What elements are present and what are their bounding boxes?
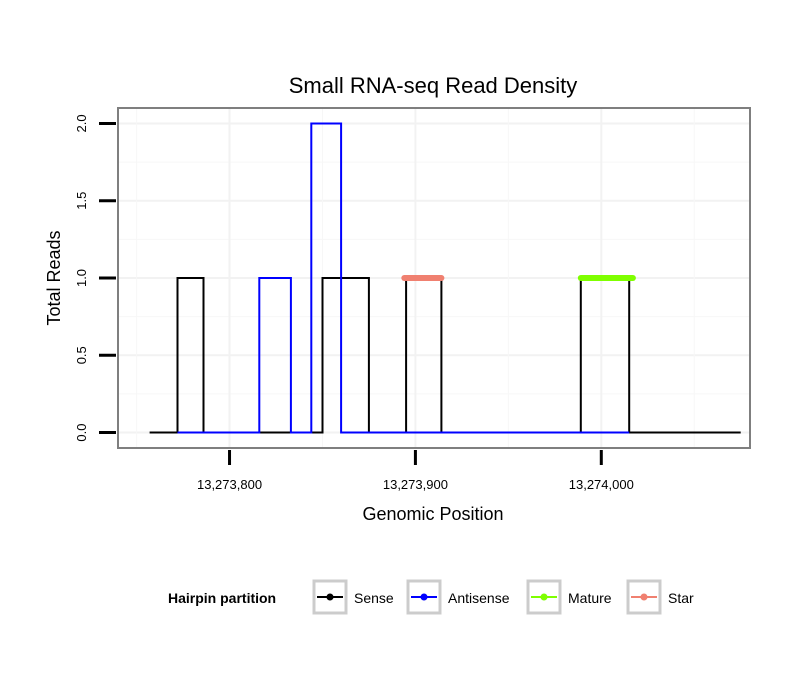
y-tick-label: 0.5 bbox=[74, 346, 89, 364]
plot-panel-border bbox=[117, 107, 751, 449]
legend-dot-sense bbox=[326, 593, 334, 601]
y-tick-label: 0.0 bbox=[74, 424, 89, 442]
legend-label-antisense: Antisense bbox=[448, 590, 510, 606]
y-tick-label: 2.0 bbox=[74, 114, 89, 132]
legend-label-mature: Mature bbox=[568, 590, 612, 606]
x-tick-label: 13,274,000 bbox=[569, 477, 634, 492]
y-tick-label: 1.5 bbox=[74, 192, 89, 210]
legend-dot-mature bbox=[540, 593, 548, 601]
legend-key-mature bbox=[526, 579, 562, 615]
legend: Hairpin partition Sense Antisense Mature St… bbox=[168, 579, 694, 615]
series-line-antisense bbox=[177, 122, 630, 434]
legend-title: Hairpin partition bbox=[168, 590, 276, 606]
y-tick-label: 1.0 bbox=[74, 269, 89, 287]
legend-label-sense: Sense bbox=[354, 590, 394, 606]
x-tick-label: 13,273,800 bbox=[197, 477, 262, 492]
y-axis: 0.0 0.5 1.0 1.5 2.0 bbox=[74, 114, 116, 442]
x-axis: 13,273,800 13,273,900 13,274,000 bbox=[197, 450, 634, 492]
series-group bbox=[149, 122, 741, 434]
x-tick-label: 13,273,900 bbox=[383, 477, 448, 492]
y-axis-title: Total Reads bbox=[44, 230, 64, 325]
legend-dot-star bbox=[640, 593, 648, 601]
legend-dot-antisense bbox=[420, 593, 428, 601]
chart-title: Small RNA-seq Read Density bbox=[289, 73, 578, 98]
legend-label-star: Star bbox=[668, 590, 694, 606]
x-axis-title: Genomic Position bbox=[362, 504, 503, 524]
